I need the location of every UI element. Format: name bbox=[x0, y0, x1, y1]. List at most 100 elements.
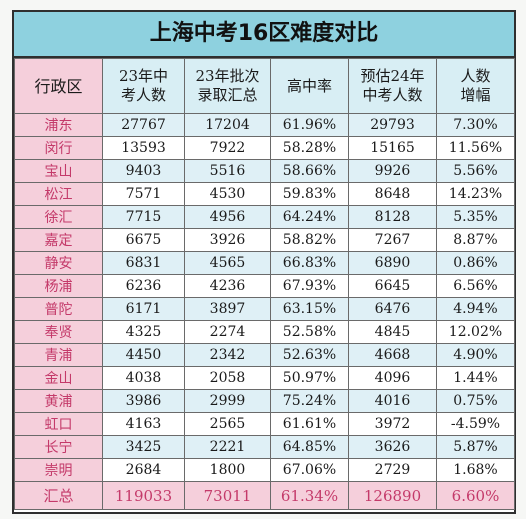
value-cell: 2342 bbox=[184, 343, 271, 367]
value-cell: 1.68% bbox=[436, 458, 515, 482]
value-cell: 17204 bbox=[184, 113, 271, 137]
total-value-cell: 119033 bbox=[102, 481, 185, 510]
value-cell: 29793 bbox=[348, 113, 437, 137]
value-cell: 6476 bbox=[348, 297, 437, 321]
district-name-cell: 金山 bbox=[14, 366, 103, 390]
value-cell: 13593 bbox=[102, 136, 185, 160]
district-name-cell: 宝山 bbox=[14, 159, 103, 183]
table-row: 崇明 2684 1800 67.06% 2729 1.68% bbox=[14, 458, 515, 482]
district-name-cell: 崇明 bbox=[14, 458, 103, 482]
district-name-cell: 徐汇 bbox=[14, 205, 103, 229]
value-cell: 6645 bbox=[348, 274, 437, 298]
value-cell: 7267 bbox=[348, 228, 437, 252]
value-cell: 4450 bbox=[102, 343, 185, 367]
value-cell: 52.63% bbox=[270, 343, 349, 367]
value-cell: 2058 bbox=[184, 366, 271, 390]
sheet-title: 上海中考16区难度对比 bbox=[14, 12, 514, 58]
value-cell: 4845 bbox=[348, 320, 437, 344]
value-cell: 67.93% bbox=[270, 274, 349, 298]
district-name-cell: 松江 bbox=[14, 182, 103, 206]
district-name-cell: 黄浦 bbox=[14, 389, 103, 413]
value-cell: 50.97% bbox=[270, 366, 349, 390]
value-cell: 52.58% bbox=[270, 320, 349, 344]
value-cell: 2684 bbox=[102, 458, 185, 482]
total-label-cell: 汇总 bbox=[14, 481, 103, 510]
value-cell: 0.75% bbox=[436, 389, 515, 413]
value-cell: 5516 bbox=[184, 159, 271, 183]
value-cell: 4956 bbox=[184, 205, 271, 229]
value-cell: 4.90% bbox=[436, 343, 515, 367]
table-row: 闵行 13593 7922 58.28% 15165 11.56% bbox=[14, 136, 515, 160]
value-cell: -4.59% bbox=[436, 412, 515, 436]
value-cell: 8128 bbox=[348, 205, 437, 229]
value-cell: 14.23% bbox=[436, 182, 515, 206]
value-cell: 7.30% bbox=[436, 113, 515, 137]
value-cell: 4038 bbox=[102, 366, 185, 390]
value-cell: 12.02% bbox=[436, 320, 515, 344]
value-cell: 3926 bbox=[184, 228, 271, 252]
district-name-cell: 虹口 bbox=[14, 412, 103, 436]
header-district: 行政区 bbox=[14, 58, 103, 114]
value-cell: 4325 bbox=[102, 320, 185, 344]
header-row: 行政区 23年中 考人数 23年批次 录取汇总 高中率 预估24年 中考人数 人… bbox=[14, 58, 515, 114]
header-growth: 人数 增幅 bbox=[436, 58, 515, 114]
total-value-cell: 6.60% bbox=[436, 481, 515, 510]
value-cell: 1800 bbox=[184, 458, 271, 482]
value-cell: 4096 bbox=[348, 366, 437, 390]
header-highschool-rate: 高中率 bbox=[270, 58, 349, 114]
table-row: 奉贤 4325 2274 52.58% 4845 12.02% bbox=[14, 320, 515, 344]
table-row: 浦东 27767 17204 61.96% 29793 7.30% bbox=[14, 113, 515, 137]
header-admitted-2023: 23年批次 录取汇总 bbox=[184, 58, 271, 114]
value-cell: 75.24% bbox=[270, 389, 349, 413]
value-cell: 64.85% bbox=[270, 435, 349, 459]
value-cell: 4.94% bbox=[436, 297, 515, 321]
value-cell: 4565 bbox=[184, 251, 271, 275]
value-cell: 2999 bbox=[184, 389, 271, 413]
value-cell: 3626 bbox=[348, 435, 437, 459]
value-cell: 8.87% bbox=[436, 228, 515, 252]
value-cell: 5.56% bbox=[436, 159, 515, 183]
total-value-cell: 126890 bbox=[348, 481, 437, 510]
value-cell: 4236 bbox=[184, 274, 271, 298]
value-cell: 61.96% bbox=[270, 113, 349, 137]
value-cell: 15165 bbox=[348, 136, 437, 160]
district-table: 行政区 23年中 考人数 23年批次 录取汇总 高中率 预估24年 中考人数 人… bbox=[14, 58, 515, 510]
header-students-2023: 23年中 考人数 bbox=[102, 58, 185, 114]
value-cell: 6171 bbox=[102, 297, 185, 321]
table-row: 嘉定 6675 3926 58.82% 7267 8.87% bbox=[14, 228, 515, 252]
district-name-cell: 青浦 bbox=[14, 343, 103, 367]
table-row: 宝山 9403 5516 58.66% 9926 5.56% bbox=[14, 159, 515, 183]
table-row: 徐汇 7715 4956 64.24% 8128 5.35% bbox=[14, 205, 515, 229]
value-cell: 6.56% bbox=[436, 274, 515, 298]
value-cell: 4163 bbox=[102, 412, 185, 436]
total-value-cell: 61.34% bbox=[270, 481, 349, 510]
value-cell: 2221 bbox=[184, 435, 271, 459]
total-row: 汇总 119033 73011 61.34% 126890 6.60% bbox=[14, 481, 515, 510]
table-row: 金山 4038 2058 50.97% 4096 1.44% bbox=[14, 366, 515, 390]
value-cell: 2274 bbox=[184, 320, 271, 344]
district-name-cell: 静安 bbox=[14, 251, 103, 275]
value-cell: 4668 bbox=[348, 343, 437, 367]
value-cell: 67.06% bbox=[270, 458, 349, 482]
value-cell: 4016 bbox=[348, 389, 437, 413]
value-cell: 59.83% bbox=[270, 182, 349, 206]
comparison-sheet: 上海中考16区难度对比 行政区 23年中 考人数 23年批次 录取汇总 高中率 … bbox=[12, 10, 516, 514]
total-value-cell: 73011 bbox=[184, 481, 271, 510]
value-cell: 3972 bbox=[348, 412, 437, 436]
value-cell: 8648 bbox=[348, 182, 437, 206]
value-cell: 58.28% bbox=[270, 136, 349, 160]
district-name-cell: 浦东 bbox=[14, 113, 103, 137]
table-row: 长宁 3425 2221 64.85% 3626 5.87% bbox=[14, 435, 515, 459]
value-cell: 7715 bbox=[102, 205, 185, 229]
value-cell: 6831 bbox=[102, 251, 185, 275]
header-est-students-2024: 预估24年 中考人数 bbox=[348, 58, 437, 114]
value-cell: 27767 bbox=[102, 113, 185, 137]
table-row: 普陀 6171 3897 63.15% 6476 4.94% bbox=[14, 297, 515, 321]
table-row: 静安 6831 4565 66.83% 6890 0.86% bbox=[14, 251, 515, 275]
value-cell: 5.87% bbox=[436, 435, 515, 459]
value-cell: 6236 bbox=[102, 274, 185, 298]
district-name-cell: 闵行 bbox=[14, 136, 103, 160]
district-name-cell: 普陀 bbox=[14, 297, 103, 321]
value-cell: 4530 bbox=[184, 182, 271, 206]
table-row: 松江 7571 4530 59.83% 8648 14.23% bbox=[14, 182, 515, 206]
